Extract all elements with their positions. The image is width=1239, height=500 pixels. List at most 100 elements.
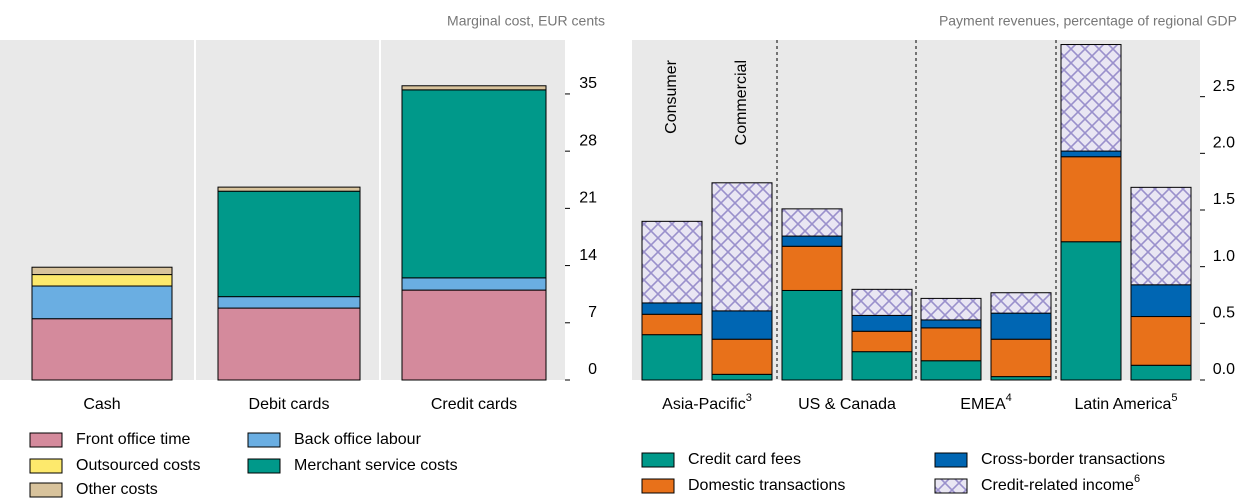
y-tick-label: 21 [579,190,597,207]
legend-swatch [934,452,968,468]
bar-segment [31,266,173,276]
bar-segment [31,274,173,287]
bar-segment [1060,150,1122,158]
bar-segment [711,310,773,340]
y-tick-label: 0 [588,361,597,378]
group-label-text: US & Canada [798,396,896,413]
y-tick-label: 28 [579,132,597,149]
bar-segment [990,292,1052,314]
legend-label-text: Back office labour [294,431,422,448]
group-label: Asia-Pacific3 [662,392,752,413]
y-tick-label: 35 [579,75,597,92]
bar-segment [401,89,547,279]
bar-segment [1060,44,1122,152]
bar-segment [990,376,1052,381]
y-tick-label: 0.5 [1213,305,1235,322]
bar-segment [1130,284,1192,318]
bar-segment [920,327,982,362]
bar-segment [851,314,913,332]
bar-segment [781,235,843,247]
group-label-note: 3 [746,392,752,404]
legend-swatch [29,432,63,448]
bar-segment [641,313,703,336]
group-label-note: 5 [1171,392,1177,404]
bar-segment [851,351,913,381]
group-label: Latin America5 [1074,392,1177,413]
bar-segment [1130,364,1192,381]
legend-label: Domestic transactions [688,477,845,494]
legend-swatch [29,482,63,498]
bar-segment [781,289,843,381]
bar-segment [781,208,843,237]
bar-segment [217,307,361,381]
y-tick-label: 7 [588,304,597,321]
bar-segment [711,373,773,381]
legend-label: Other costs [76,481,158,498]
legend-label-text: Front office time [76,431,191,448]
legend-label: Front office time [76,431,191,448]
bar-segment [851,288,913,316]
legend-swatch [247,458,281,474]
bar-label: Consumer [663,59,680,133]
bar-segment [1130,186,1192,286]
x-tick-label: Debit cards [249,396,330,413]
legend-swatch [641,452,675,468]
bar-segment [711,338,773,375]
y-axis-title: Marginal cost, EUR cents [447,13,605,29]
legend-label-text: Outsourced costs [76,457,201,474]
x-tick-label: Cash [83,396,120,413]
bar-segment [401,289,547,381]
legend-swatch [641,478,675,494]
legend-swatch [247,432,281,448]
bar-segment [217,296,361,309]
y-axis-title: Payment revenues, percentage of regional… [939,13,1237,29]
legend-label-text: Credit card fees [688,451,801,468]
bar-label: Commercial [733,60,750,145]
legend-label: Credit-related income6 [981,473,1140,494]
bar-segment [1060,156,1122,243]
bar-segment [781,245,843,291]
bar-segment [920,319,982,329]
bar-segment [31,318,173,381]
y-tick-label: 0.0 [1213,361,1235,378]
bar-segment [851,330,913,353]
bar-segment [711,182,773,312]
legend-swatch [934,478,968,494]
legend-swatch [29,458,63,474]
bar-segment [31,285,173,320]
bar-segment [401,85,547,91]
bar-segment [990,338,1052,378]
bar-segment [1130,316,1192,366]
y-tick-label: 2.0 [1213,135,1235,152]
bar-segment [1060,241,1122,381]
bar-segment [990,312,1052,340]
bar-segment [217,186,361,192]
legend-label: Merchant service costs [294,457,458,474]
legend-label: Cross-border transactions [981,451,1165,468]
bar-segment [217,190,361,298]
bar-segment [401,277,547,291]
y-tick-label: 2.5 [1213,78,1235,95]
legend-label-text: Cross-border transactions [981,451,1165,468]
legend-label-text: Merchant service costs [294,457,458,474]
legend-label-text: Credit-related income [981,477,1134,494]
group-label-note: 4 [1006,392,1012,404]
group-label: US & Canada [798,396,896,413]
bar-segment [920,297,982,321]
bar-segment [641,334,703,381]
legend-label-text: Other costs [76,481,158,498]
bar-segment [641,302,703,315]
legend-label-note: 6 [1134,473,1140,485]
group-label-text: Latin America [1074,396,1171,413]
group-label: EMEA4 [960,392,1011,413]
x-tick-label: Credit cards [431,396,517,413]
y-tick-label: 1.5 [1213,191,1235,208]
legend-label: Back office labour [294,431,422,448]
y-tick-label: 1.0 [1213,248,1235,265]
bar-segment [920,360,982,381]
legend-label-text: Domestic transactions [688,477,845,494]
legend-label: Credit card fees [688,451,801,468]
group-label-text: Asia-Pacific [662,396,746,413]
